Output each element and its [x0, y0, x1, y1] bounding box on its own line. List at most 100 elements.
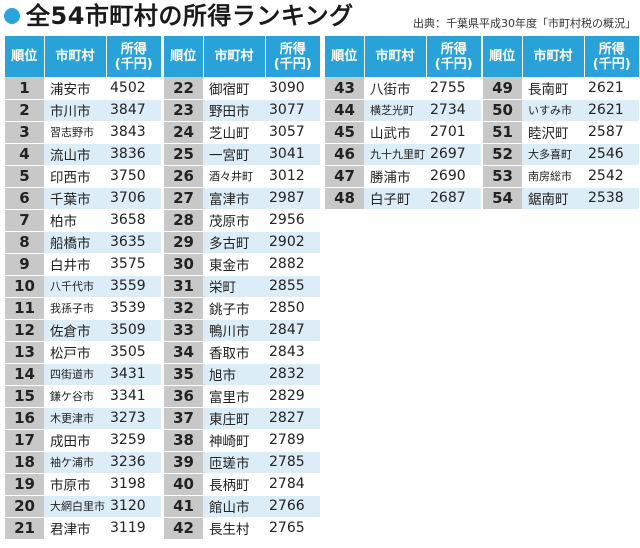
city-cell: 東庄町: [203, 407, 265, 430]
city-cell: 白井市: [44, 253, 106, 276]
rank-cell: 38: [164, 429, 203, 452]
city-cell: 栄町: [203, 275, 265, 298]
city-cell: 横芝光町: [364, 99, 426, 122]
income-cell: 2734: [426, 99, 481, 122]
city-cell: 芝山町: [203, 121, 265, 144]
income-cell: 3575: [106, 253, 161, 276]
city-cell: 匝瑳市: [203, 451, 265, 474]
city-cell: 流山市: [44, 143, 106, 166]
city-cell: 九十九里町: [364, 143, 426, 166]
income-cell: 3090: [265, 77, 320, 100]
rank-cell: 27: [164, 187, 203, 210]
city-cell: 鴨川市: [203, 319, 265, 342]
table-row: 18 袖ケ浦市 3236: [5, 451, 161, 474]
city-cell: 佐倉市: [44, 319, 106, 342]
table-row: 13 松戸市 3505: [5, 341, 161, 364]
city-cell: 印西市: [44, 165, 106, 188]
income-cell: 2785: [265, 451, 320, 474]
rank-cell: 23: [164, 99, 203, 122]
ranking-table: 順位 市町村 所得 (千円) 22 御宿町 3090 23 野田市 3077 24 芝山町 3057 2…: [164, 36, 320, 540]
table-row: 53 南房総市 2542: [483, 165, 639, 188]
income-cell: 2587: [584, 121, 639, 144]
header-income: 所得 (千円): [584, 36, 639, 77]
table-row: 23 野田市 3077: [164, 99, 320, 122]
income-cell: 2829: [265, 385, 320, 408]
table-row: 44 横芝光町 2734: [325, 99, 481, 122]
rank-cell: 36: [164, 385, 203, 408]
rank-cell: 14: [5, 363, 44, 386]
table-row: 43 八街市 2755: [325, 77, 481, 100]
header-city: 市町村: [203, 36, 266, 77]
rank-cell: 8: [5, 231, 44, 254]
income-cell: 2701: [426, 121, 481, 144]
table-row: 14 四街道市 3431: [5, 363, 161, 386]
table-row: 39 匝瑳市 2785: [164, 451, 320, 474]
table-row: 24 芝山町 3057: [164, 121, 320, 144]
rank-cell: 16: [5, 407, 44, 430]
rank-cell: 35: [164, 363, 203, 386]
rank-cell: 31: [164, 275, 203, 298]
rank-cell: 2: [5, 99, 44, 122]
header-income: 所得 (千円): [265, 36, 320, 77]
header-rank: 順位: [5, 36, 45, 77]
table-row: 48 白子町 2687: [325, 187, 481, 210]
table-row: 28 茂原市 2956: [164, 209, 320, 232]
income-cell: 2538: [584, 187, 639, 210]
table-row: 40 長柄町 2784: [164, 473, 320, 496]
income-cell: 2765: [265, 517, 320, 540]
city-cell: 君津市: [44, 517, 106, 540]
city-cell: 茂原市: [203, 209, 265, 232]
income-cell: 3706: [106, 187, 161, 210]
income-cell: 3120: [106, 495, 161, 518]
income-cell: 3198: [106, 473, 161, 496]
city-cell: 香取市: [203, 341, 265, 364]
income-cell: 2687: [426, 187, 481, 210]
source-note: 出典：千葉県平成30年度「市町村税の概況」: [413, 17, 636, 30]
income-cell: 3843: [106, 121, 161, 144]
income-cell: 2956: [265, 209, 320, 232]
rank-cell: 7: [5, 209, 44, 232]
header-city: 市町村: [522, 36, 585, 77]
table-row: 6 千葉市 3706: [5, 187, 161, 210]
rank-cell: 45: [325, 121, 364, 144]
ranking-table: 順位 市町村 所得 (千円) 49 長南町 2621 50 いすみ市 2621 51 睦沢町 2587…: [483, 36, 639, 210]
income-cell: 2755: [426, 77, 481, 100]
table-row: 30 東金市 2882: [164, 253, 320, 276]
table-row: 54 鋸南町 2538: [483, 187, 639, 210]
table-row: 32 銚子市 2850: [164, 297, 320, 320]
income-cell: 2784: [265, 473, 320, 496]
table-row: 45 山武市 2701: [325, 121, 481, 144]
city-cell: 八千代市: [44, 275, 106, 298]
table-row: 12 佐倉市 3509: [5, 319, 161, 342]
table-row: 33 鴨川市 2847: [164, 319, 320, 342]
income-cell: 2902: [265, 231, 320, 254]
city-cell: 長生村: [203, 517, 265, 540]
city-cell: 市原市: [44, 473, 106, 496]
city-cell: 成田市: [44, 429, 106, 452]
table-row: 26 酒々井町 3012: [164, 165, 320, 188]
table-row: 29 多古町 2902: [164, 231, 320, 254]
income-cell: 3750: [106, 165, 161, 188]
table-row: 31 栄町 2855: [164, 275, 320, 298]
income-cell: 2789: [265, 429, 320, 452]
city-cell: 富里市: [203, 385, 265, 408]
rank-cell: 42: [164, 517, 203, 540]
rank-cell: 19: [5, 473, 44, 496]
table-row: 51 睦沢町 2587: [483, 121, 639, 144]
title-bullet-icon: [4, 8, 20, 24]
city-cell: 南房総市: [522, 165, 584, 188]
income-cell: 2832: [265, 363, 320, 386]
city-cell: 野田市: [203, 99, 265, 122]
rank-cell: 18: [5, 451, 44, 474]
header-income: 所得 (千円): [106, 36, 161, 77]
header: 全54市町村の所得ランキング 出典：千葉県平成30年度「市町村税の概況」: [0, 0, 640, 36]
rank-cell: 50: [483, 99, 522, 122]
city-cell: 勝浦市: [364, 165, 426, 188]
table-row: 8 船橋市 3635: [5, 231, 161, 254]
table-row: 11 我孫子市 3539: [5, 297, 161, 320]
income-cell: 3509: [106, 319, 161, 342]
rank-cell: 29: [164, 231, 203, 254]
city-cell: 浦安市: [44, 77, 106, 100]
table-row: 21 君津市 3119: [5, 517, 161, 540]
rank-cell: 54: [483, 187, 522, 210]
